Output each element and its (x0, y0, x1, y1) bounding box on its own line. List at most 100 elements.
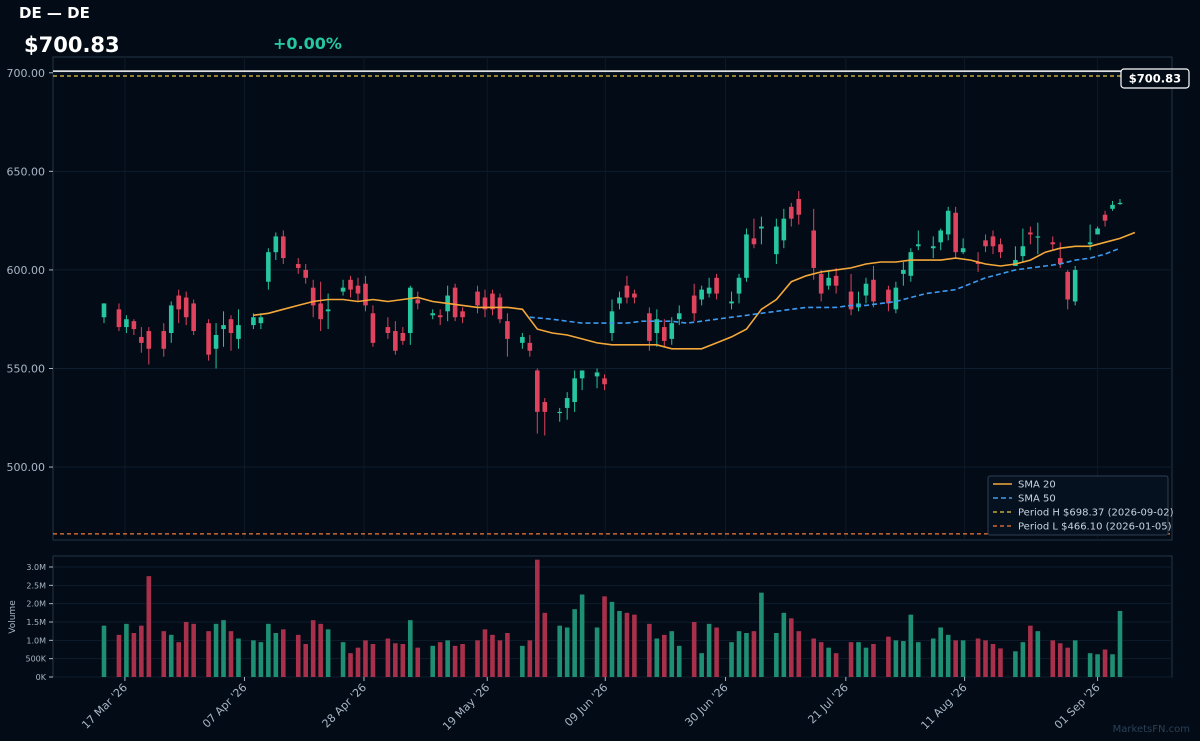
volume-bar (557, 625, 563, 677)
volume-bar (527, 640, 533, 677)
candle-body (699, 289, 704, 300)
volume-bar (258, 642, 264, 677)
volume-bar (460, 644, 465, 677)
volume-bar (206, 631, 211, 677)
volume-bar (213, 623, 219, 677)
volume-bar (534, 559, 540, 677)
price-tick-label: 600.00 (7, 264, 46, 277)
volume-bar (348, 653, 353, 677)
candle-body (348, 279, 353, 290)
candle-body (1020, 246, 1026, 257)
legend[interactable]: SMA 20 SMA 50 Period H $698.37 (2026-09-… (987, 475, 1174, 536)
volume-bar (848, 642, 854, 677)
price-tick-label: 700.00 (7, 67, 46, 80)
volume-bar (714, 627, 719, 677)
volume-bar (669, 631, 675, 677)
candle-body (669, 323, 675, 339)
candle-body (744, 234, 749, 278)
candle-body (340, 287, 346, 292)
candle-body (228, 319, 234, 333)
candle-body (355, 285, 361, 294)
volume-axis: 0K 500K 1.0M 1.5M 2.0M 2.5M 3.0M (25, 563, 53, 682)
candle-body (400, 333, 406, 341)
x-tick-label: 30 Jun '26 (682, 681, 730, 729)
candle-body (990, 236, 996, 247)
candle-body (811, 230, 817, 268)
volume-bar (893, 640, 899, 677)
volume-bar (415, 647, 421, 677)
candle-body (781, 218, 787, 241)
candle-body (915, 244, 921, 247)
volume-bar (1028, 625, 1033, 677)
x-axis: 17 Mar '26 07 Apr '26 28 Apr '26 19 May '26… (79, 677, 1103, 733)
candle-body (863, 283, 869, 296)
volume-bar (497, 640, 503, 677)
x-tick-label: 07 Apr '26 (200, 681, 250, 731)
volume-bar (938, 627, 944, 677)
candle-body (415, 299, 421, 304)
volume-bar (609, 601, 615, 677)
volume-bar (385, 638, 391, 677)
candle-body (251, 317, 256, 326)
legend-sma50: SMA 50 (1018, 494, 1056, 505)
volume-bar (520, 645, 525, 677)
volume-bar (1102, 649, 1108, 677)
candle-body (325, 309, 331, 312)
volume-bar (161, 631, 167, 677)
volume-bar (393, 643, 398, 677)
candle-body (280, 236, 286, 259)
volume-bar (818, 642, 824, 677)
volume-tick-label: 500K (25, 655, 46, 664)
volume-bar (572, 609, 577, 677)
candle-body (975, 262, 981, 264)
candle-body (632, 293, 637, 298)
x-tick-label: 28 Apr '26 (320, 681, 370, 731)
volume-bar (774, 633, 779, 677)
volume-bar (452, 645, 458, 677)
candle-body (998, 244, 1003, 253)
volume-bar (445, 640, 450, 677)
candle-body (564, 398, 570, 408)
candle-body (370, 313, 376, 343)
candle-body (146, 331, 152, 349)
candle-body (1050, 242, 1056, 245)
volume-bar (886, 636, 891, 677)
volume-bar (221, 620, 226, 677)
candle-body (1065, 271, 1071, 300)
candle-body (826, 277, 831, 286)
watermark: MarketsFN.com (1112, 724, 1190, 735)
candle-body (1013, 260, 1018, 266)
volume-bar (856, 642, 861, 677)
volume-bar (124, 623, 129, 677)
x-tick-label: 11 Aug '26 (918, 681, 969, 732)
candle-body (385, 327, 391, 333)
volume-bar (1035, 631, 1041, 677)
volume-bar (146, 576, 152, 677)
price-tick-label: 500.00 (7, 461, 46, 474)
candle-body (310, 287, 316, 306)
volume-bar (945, 634, 951, 677)
volume-bar (930, 638, 936, 677)
candle-body (101, 303, 107, 318)
candle-body (691, 295, 697, 314)
volume-bar (273, 633, 279, 677)
candle-body (176, 295, 182, 310)
candle-body (139, 336, 144, 343)
volume-bar (116, 634, 122, 677)
volume-bar (751, 631, 757, 677)
candle-body (131, 321, 137, 330)
candle-body (542, 402, 548, 412)
volume-tick-label: 0K (36, 673, 47, 682)
volume-bar (998, 648, 1003, 677)
price-axis: 500.00 550.00 600.00 650.00 700.00 (7, 67, 53, 474)
candle-body (161, 331, 167, 349)
candle-body (886, 289, 891, 304)
candle-body (647, 313, 652, 341)
volume-bar (101, 625, 107, 677)
candle-body (1028, 232, 1033, 235)
volume-bar (744, 633, 749, 677)
volume-bar (1087, 653, 1093, 677)
volume-bar (168, 634, 174, 677)
candle-body (908, 252, 914, 276)
x-tick-label: 21 Jul '26 (805, 681, 850, 726)
